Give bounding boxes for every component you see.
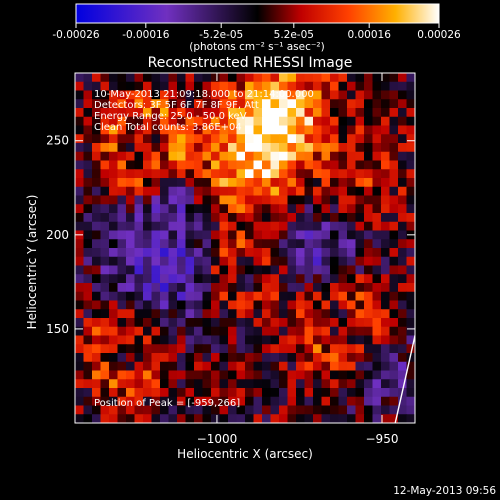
colorbar-tick-label: -0.00016 <box>122 29 170 41</box>
clean-annotation: Clean Total counts: 3.86E+04 <box>94 122 242 133</box>
detectors-annotation: Detectors: 3F 5F 6F 7F 8F 9F, Att 0 <box>94 100 268 111</box>
colorbar-tick-label: 0.00026 <box>417 29 461 41</box>
y-tick-label: 150 <box>46 322 69 336</box>
y-tick-label: 250 <box>46 134 69 148</box>
solar-limb-curve <box>394 332 415 423</box>
x-axis-label: Heliocentric X (arcsec) <box>177 447 313 461</box>
axis-ticks: −1000−950−900150200250 <box>46 73 415 446</box>
peak-annotation: Position of Peak = [-959,266] <box>94 398 240 409</box>
y-axis-label: Heliocentric Y (arcsec) <box>25 195 39 330</box>
colorbar-tick-label: -5.2e-05 <box>199 29 243 41</box>
plot-frame <box>74 72 416 424</box>
colorbar-tick-label: 0.00016 <box>347 29 391 41</box>
x-tick-label: −950 <box>366 432 399 446</box>
colorbar <box>75 3 440 24</box>
x-tick-label: −1000 <box>197 432 238 446</box>
footer-timestamp: 12-May-2013 09:56 <box>393 485 496 497</box>
colorbar-tick-label: 5.2e-05 <box>274 29 314 41</box>
y-tick-label: 200 <box>46 228 69 242</box>
time-annotation: 10-May-2013 21:09:18.000 to 21:14:00.000 <box>94 89 314 100</box>
colorbar-tick-label: -0.00026 <box>52 29 100 41</box>
chart-title: Reconstructed RHESSI Image <box>148 55 353 71</box>
energy-annotation: Energy Range: 25.0 - 50.0 keV <box>94 111 247 122</box>
annotations: 10-May-2013 21:09:18.000 to 21:14:00.000… <box>94 89 314 409</box>
colorbar-ticks: -0.00026 -0.00016 -5.2e-05 5.2e-05 0.00016 0.… <box>52 23 461 41</box>
heatmap-cells <box>75 73 415 423</box>
colorbar-units: (photons cm⁻² s⁻¹ asec⁻²) <box>189 41 324 53</box>
